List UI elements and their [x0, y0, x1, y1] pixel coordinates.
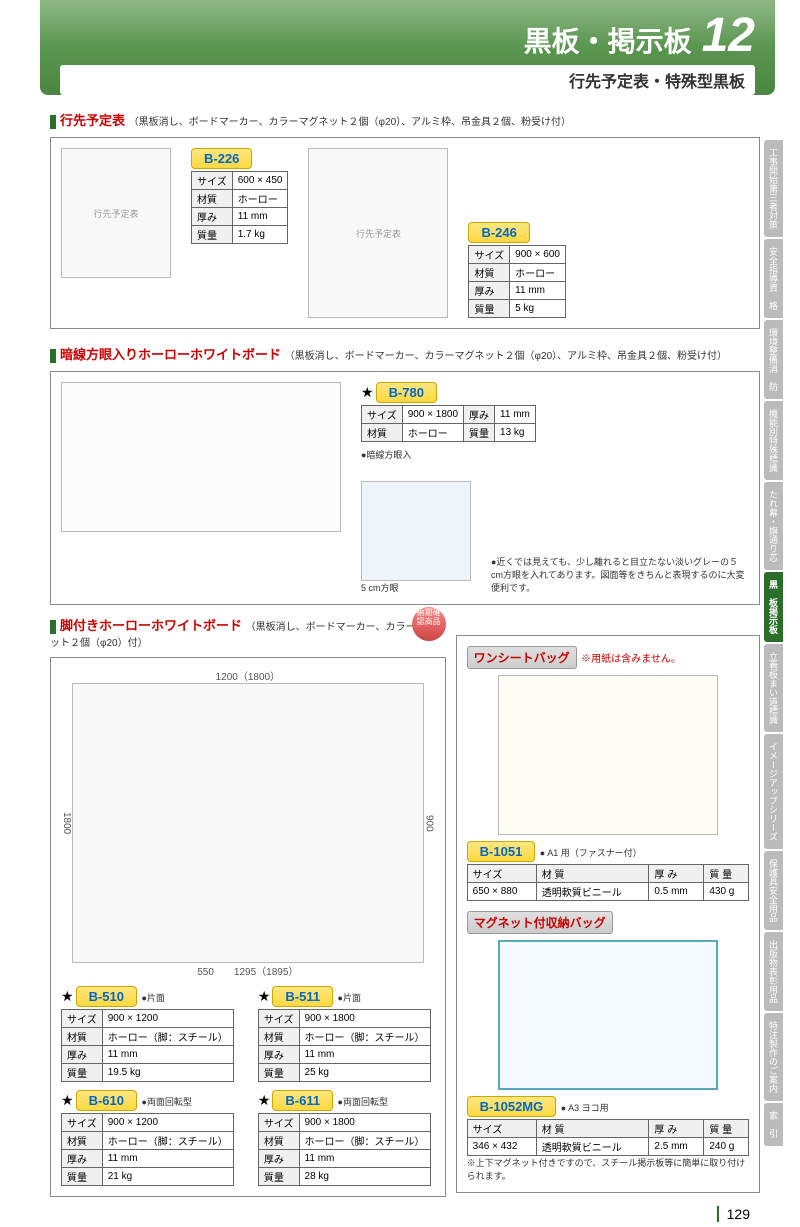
section3-head: 脚付きホーローホワイトボード （黒板消し、ボードマーカー、カラーマグネット２個（… [50, 615, 446, 649]
section3-box: 1200（1800） 1800 900 550 1295（1895） ★B-51… [50, 657, 446, 1197]
product-code: B-780 [376, 382, 437, 403]
side-tab[interactable]: イメージアップシリーズ [764, 734, 783, 849]
section4-box: ワンシートバッグ ※用紙は含みません。 B-1051 ● A1 用（ファスナー付… [456, 635, 760, 1193]
side-tab[interactable]: 工事開始第三者対策 [764, 140, 783, 237]
side-tabs: 工事開始第三者対策安全指導資 格環境整備消 防機能別特殊標識たれ幕・旗通り芯黒 … [764, 140, 800, 1148]
side-tab[interactable]: たれ幕・旗通り芯 [764, 482, 783, 570]
product-image: 行先予定表 [308, 148, 448, 318]
page-header: 黒板・掲示板 12 行先予定表・特殊型黒板 [40, 0, 775, 95]
side-tab[interactable]: 環境整備消 防 [764, 320, 783, 399]
section2-head: 暗線方眼入りホーローホワイトボード （黒板消し、ボードマーカー、カラーマグネット… [50, 344, 760, 363]
product-image [498, 675, 718, 835]
header-subtitle: 行先予定表・特殊型黒板 [60, 65, 755, 95]
product-image: 行先予定表 [61, 148, 171, 278]
side-tab[interactable]: 保護具安全用品 [764, 851, 783, 930]
product-code: B-246 [468, 222, 529, 243]
spec-table: サイズ900 × 1800厚み11 mm 材質ホーロー質量13 kg [361, 405, 536, 442]
side-tab[interactable]: 出版物表彰用品 [764, 932, 783, 1011]
header-title: 黒板・掲示板 [524, 20, 692, 60]
side-tab[interactable]: 特注製作のご案内 [764, 1013, 783, 1101]
product-image [61, 382, 341, 532]
section4-title: ワンシートバッグ [467, 646, 577, 669]
catalog-page: 黒板・掲示板 12 行先予定表・特殊型黒板 行先予定表 （黒板消し、ボードマーカ… [0, 0, 800, 1227]
product-image [72, 683, 424, 963]
side-tab[interactable]: 黒 板掲示板 [764, 572, 783, 642]
page-number: 129 [717, 1206, 750, 1222]
header-number: 12 [702, 8, 755, 63]
side-tab[interactable]: 立看板まい道標識 [764, 644, 783, 732]
product-image [498, 940, 718, 1090]
spec-table: サイズ600 × 450 材質ホーロー 厚み11 mm 質量1.7 kg [191, 171, 288, 244]
side-tab[interactable]: 安全指導資 格 [764, 239, 783, 318]
section1-box: 行先予定表 B-226 サイズ600 × 450 材質ホーロー 厚み11 mm … [50, 137, 760, 329]
section2-box: ★B-780 サイズ900 × 1800厚み11 mm 材質ホーロー質量13 k… [50, 371, 760, 605]
detail-image [361, 481, 471, 581]
side-tab[interactable]: 機能別特殊標識 [764, 401, 783, 480]
product-code: B-226 [191, 148, 252, 169]
section1-head: 行先予定表 （黒板消し、ボードマーカー、カラーマグネット２個（φ20）、アルミ枠… [50, 110, 760, 129]
side-tab[interactable]: 索 引 [764, 1103, 783, 1146]
delivery-badge: 納期確認商品 [412, 607, 446, 641]
section5-title: マグネット付収納バッグ [467, 911, 613, 934]
spec-table: サイズ900 × 600 材質ホーロー 厚み11 mm 質量5 kg [468, 245, 565, 318]
